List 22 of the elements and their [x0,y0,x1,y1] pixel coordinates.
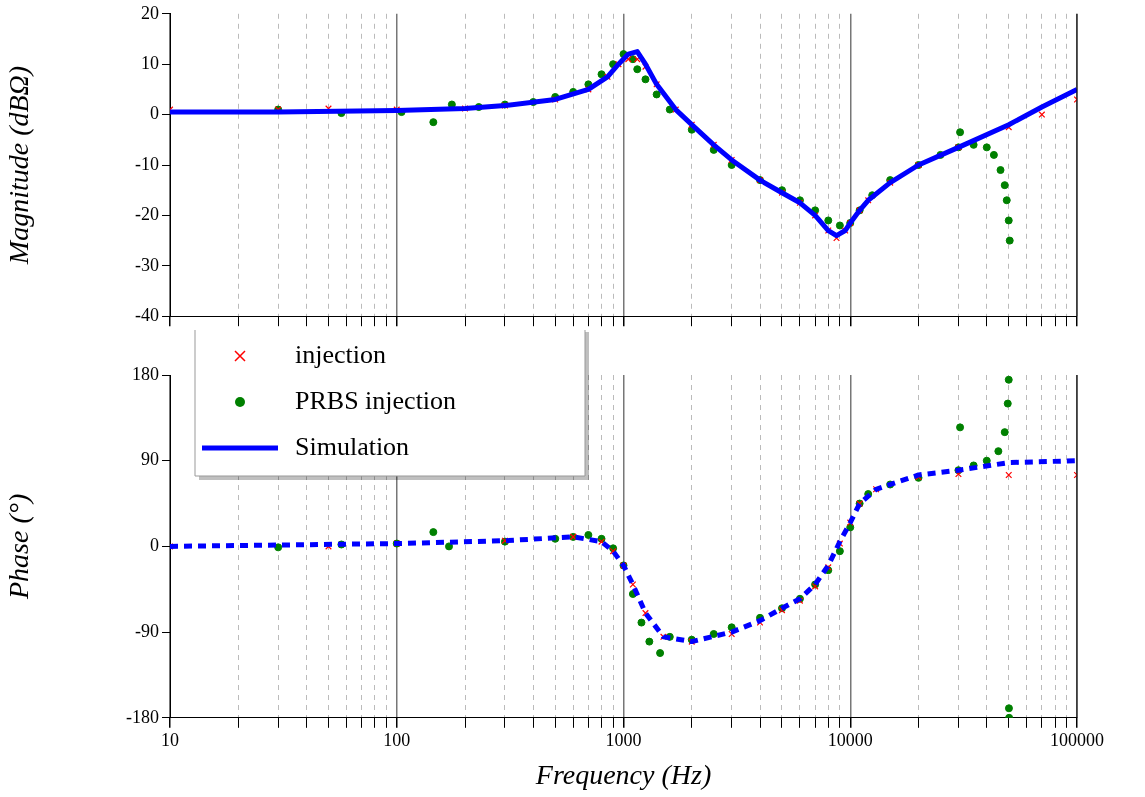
y-tick-label: 10 [141,52,159,73]
y-tick-label: 0 [150,103,159,124]
legend-label: injection [295,339,386,369]
legend-label: PRBS injection [295,385,457,415]
x-tick-label: 1000 [605,730,642,751]
y-tick-label: -10 [135,153,159,174]
y-tick-label: 90 [141,449,159,470]
x-axis-title: Frequency (Hz) [534,758,712,790]
y-tick-label: -90 [135,620,159,641]
y-tick-label: -40 [135,304,159,325]
x-tick-label: 100 [383,730,411,751]
y-tick-label: 20 [141,2,159,23]
y-axis-title: Phase (°) [3,493,35,601]
x-tick-label: 10000 [827,730,873,751]
y-tick-label: -20 [135,204,159,225]
y-tick-label: 0 [150,535,159,556]
y-axis-title: Magnitude (dBΩ) [3,65,35,266]
legend-label: Simulation [295,431,410,461]
y-tick-label: -180 [126,706,159,727]
x-tick-label: 100000 [1050,730,1104,751]
y-tick-label: -30 [135,254,159,275]
y-tick-label: 180 [132,363,159,384]
